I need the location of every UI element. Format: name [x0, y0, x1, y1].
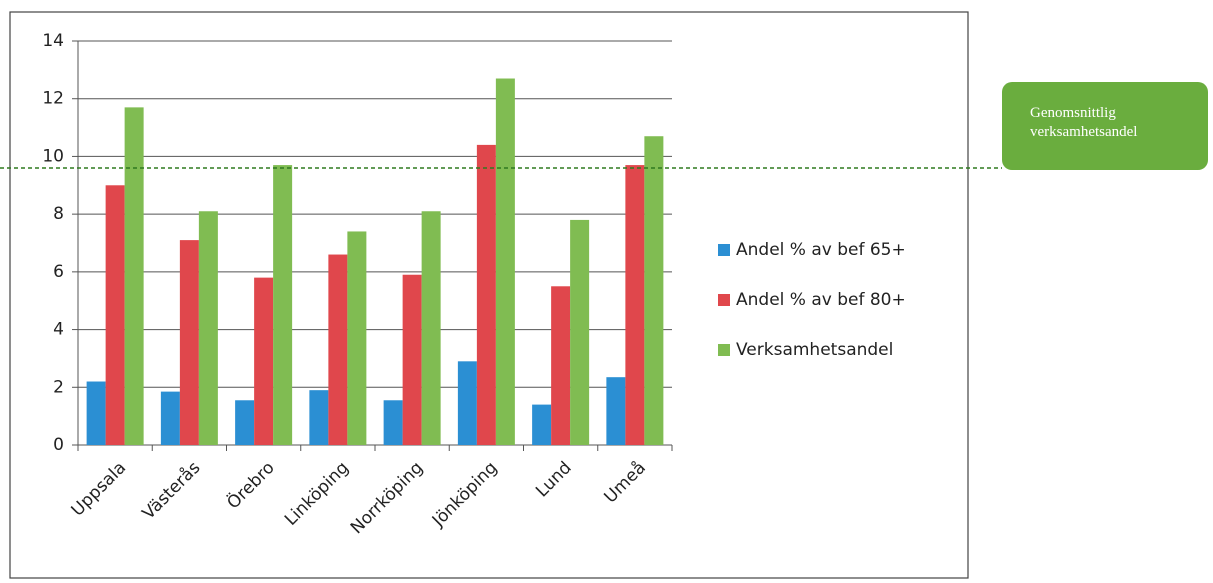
bar: [273, 165, 293, 446]
legend-swatch: [718, 344, 730, 356]
bar: [160, 391, 180, 445]
y-tick-label: 8: [53, 204, 64, 224]
bar: [421, 211, 441, 445]
y-tick-label: 10: [42, 146, 64, 166]
bar: [402, 274, 422, 445]
legend-swatch: [718, 294, 730, 306]
y-tick-label: 2: [53, 377, 64, 397]
bar: [476, 144, 496, 445]
bar: [625, 165, 645, 446]
annotation: Genomsnittlig verksamhetsandel: [1002, 82, 1208, 170]
bar: [383, 400, 403, 445]
bar: [551, 286, 571, 445]
y-tick-label: 6: [53, 262, 64, 282]
bar: [254, 277, 274, 445]
bar: [570, 219, 590, 445]
y-tick-label: 12: [42, 89, 64, 109]
bar: [606, 377, 626, 445]
bar: [495, 78, 515, 445]
bar: [328, 254, 348, 445]
bar: [235, 400, 255, 445]
legend-label: Andel % av bef 65+: [736, 240, 906, 260]
legend-label: Verksamhetsandel: [736, 340, 893, 360]
bar: [124, 107, 144, 445]
legend-label: Andel % av bef 80+: [736, 290, 906, 310]
bar: [457, 361, 477, 445]
bar: [105, 185, 125, 446]
y-tick-label: 4: [53, 320, 64, 340]
bar: [347, 231, 367, 445]
bar: [532, 404, 552, 445]
bar: [644, 136, 664, 445]
bar: [309, 390, 329, 445]
bar: [179, 240, 199, 445]
y-tick-label: 14: [42, 31, 64, 51]
bar: [86, 381, 106, 445]
legend-swatch: [718, 244, 730, 256]
y-tick-label: 0: [53, 435, 64, 455]
bar: [198, 211, 218, 445]
